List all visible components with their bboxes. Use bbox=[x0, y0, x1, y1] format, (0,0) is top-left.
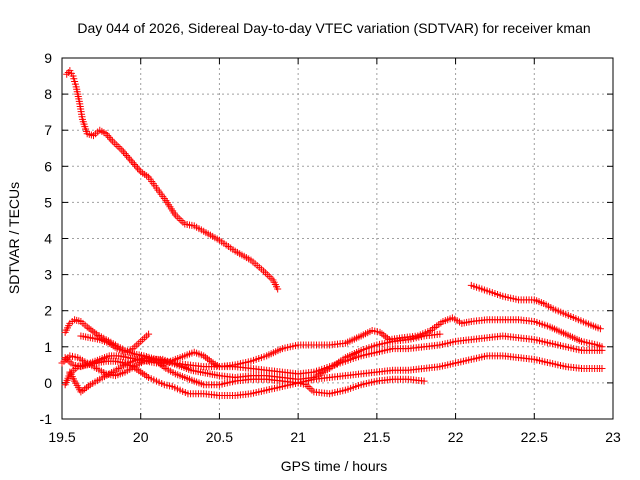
data-point bbox=[104, 132, 112, 140]
series-sat-d bbox=[77, 330, 153, 356]
series-sat-g bbox=[66, 354, 428, 398]
x-tick-label: 19.5 bbox=[48, 429, 75, 445]
data-point bbox=[102, 130, 110, 138]
data-point bbox=[121, 150, 129, 158]
data-point bbox=[126, 155, 134, 163]
data-point bbox=[145, 330, 153, 338]
data-point bbox=[127, 157, 135, 165]
y-tick-label: 0 bbox=[44, 375, 52, 391]
data-point bbox=[598, 346, 606, 354]
data-point bbox=[129, 159, 137, 167]
data-point bbox=[63, 70, 71, 78]
y-axis-label: SDTVAR / TECUs bbox=[6, 182, 22, 294]
series-sat-b bbox=[467, 281, 604, 333]
data-point bbox=[107, 135, 115, 143]
data-point bbox=[118, 146, 126, 154]
data-point bbox=[274, 285, 282, 293]
data-point bbox=[135, 166, 143, 174]
data-point bbox=[64, 68, 72, 76]
y-tick-label: 5 bbox=[44, 194, 52, 210]
y-tick-label: 7 bbox=[44, 122, 52, 138]
x-tick-label: 22 bbox=[448, 429, 464, 445]
chart-title: Day 044 of 2026, Sidereal Day-to-day VTE… bbox=[77, 20, 590, 36]
y-tick-label: -1 bbox=[40, 411, 53, 427]
y-tick-label: 9 bbox=[44, 50, 52, 66]
data-point bbox=[596, 325, 604, 333]
data-point bbox=[134, 164, 142, 172]
x-tick-label: 20.5 bbox=[206, 429, 233, 445]
data-point bbox=[132, 162, 140, 170]
data-point bbox=[123, 151, 131, 159]
y-tick-label: 1 bbox=[44, 339, 52, 355]
series-sat-e bbox=[61, 332, 606, 378]
x-tick-label: 21.5 bbox=[363, 429, 390, 445]
x-tick-label: 21 bbox=[290, 429, 306, 445]
series-sat-h bbox=[58, 330, 444, 383]
y-tick-label: 4 bbox=[44, 231, 52, 247]
series-sat-c bbox=[61, 314, 606, 371]
data-point bbox=[420, 377, 428, 385]
x-tick-label: 20 bbox=[133, 429, 149, 445]
data-point bbox=[105, 133, 113, 141]
data-point bbox=[130, 160, 138, 168]
data-point bbox=[598, 364, 606, 372]
data-point bbox=[124, 153, 132, 161]
y-tick-label: 6 bbox=[44, 158, 52, 174]
y-tick-label: 2 bbox=[44, 303, 52, 319]
data-point bbox=[119, 148, 127, 156]
y-tick-label: 3 bbox=[44, 267, 52, 283]
x-tick-label: 23 bbox=[605, 429, 621, 445]
x-tick-label: 22.5 bbox=[521, 429, 548, 445]
series-sat-a bbox=[63, 67, 282, 293]
data-point bbox=[436, 330, 444, 338]
data-points bbox=[58, 67, 606, 400]
x-axis-label: GPS time / hours bbox=[281, 458, 388, 474]
y-tick-label: 8 bbox=[44, 86, 52, 102]
